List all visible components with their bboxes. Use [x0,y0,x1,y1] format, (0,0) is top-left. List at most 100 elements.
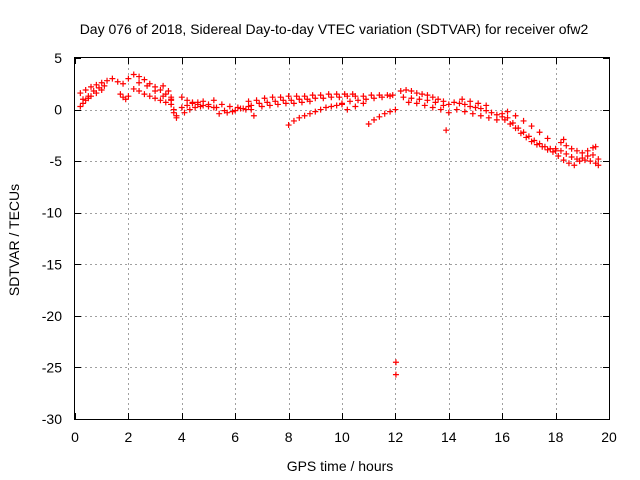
data-point [389,92,396,99]
axis-ticks [75,58,610,420]
data-point [528,138,535,145]
data-point [459,96,466,103]
data-point [250,112,257,119]
data-point [136,79,143,86]
data-point [234,104,241,111]
data-point [157,86,164,93]
data-point [560,157,567,164]
data-point [365,121,372,128]
data-point [339,100,345,107]
data-point [461,101,468,108]
data-point [555,152,562,159]
data-point [595,156,602,163]
data-point [563,142,570,149]
data-point [544,146,551,153]
data-point [88,83,95,90]
y-tick-label: -30 [42,411,62,427]
data-point [90,88,97,95]
x-tick-label: 2 [125,429,133,445]
data-point [584,147,591,154]
data-point [210,97,217,104]
data-point [309,92,316,99]
x-tick-label: 16 [494,429,510,445]
data-point [320,95,327,102]
data-point [467,98,474,105]
data-point [85,93,92,100]
data-point [253,97,260,104]
data-point [141,76,148,83]
data-point [232,107,239,114]
data-point [272,98,279,105]
data-point [226,103,233,110]
data-point [576,158,583,165]
data-point [285,122,292,129]
y-tick-label: 0 [54,102,62,118]
x-axis-label: GPS time / hours [287,458,394,474]
data-point [168,96,175,103]
data-point [432,99,439,106]
data-points [77,71,602,378]
data-point [245,98,252,105]
data-point [240,105,247,112]
data-point [355,97,362,104]
grid [75,58,609,419]
data-point [531,137,538,144]
data-point [371,95,378,102]
data-point [571,162,578,169]
data-point [563,150,570,157]
data-point [435,96,442,103]
data-point [387,108,394,115]
data-point [536,140,543,147]
data-point [445,109,452,116]
data-point [581,157,588,164]
data-point [589,151,596,158]
data-point [162,99,169,106]
x-tick-label: 6 [231,429,239,445]
data-point [200,98,207,105]
data-point [384,92,391,99]
data-point [184,102,191,109]
data-point [381,110,388,117]
data-point [130,71,137,78]
data-point [589,144,596,151]
data-point [584,152,591,159]
data-point [493,116,500,123]
data-point [349,91,356,98]
data-point [93,81,100,88]
data-point [146,93,153,100]
data-point [117,91,124,98]
data-point [499,110,506,117]
data-point [290,117,297,124]
data-point [325,91,332,98]
data-point [298,99,305,106]
data-point [501,116,508,123]
data-point [488,109,495,116]
data-point [296,114,303,121]
data-point [512,112,519,119]
data-point [77,103,84,110]
data-point [376,113,383,120]
data-point [248,102,255,109]
data-point [544,135,551,142]
data-point [525,133,532,140]
data-point [82,86,89,93]
data-point [536,129,543,136]
data-point [437,106,444,113]
data-point [274,101,281,108]
data-point [475,100,482,107]
data-point [80,96,87,103]
data-point [568,154,575,161]
data-point [109,75,116,82]
data-point [328,103,335,110]
data-point [371,116,378,123]
data-point [242,106,249,113]
data-point [224,109,231,116]
data-point [301,112,308,119]
data-point [322,104,329,111]
data-point [293,93,300,100]
data-point [400,94,407,101]
data-point [136,73,143,80]
data-point [258,103,265,110]
data-point [504,108,511,115]
data-point [416,96,423,103]
